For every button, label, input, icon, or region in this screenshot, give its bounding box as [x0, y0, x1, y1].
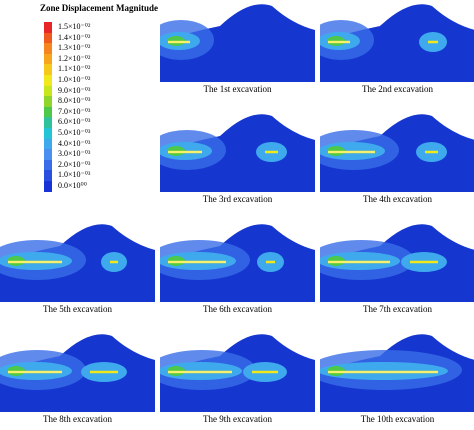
panel-caption: The 8th excavation [43, 414, 112, 424]
legend-label: 1.5×10⁻⁰² [58, 22, 91, 31]
simulation-panel [320, 334, 474, 412]
color-swatch [44, 128, 52, 139]
color-swatch [44, 138, 52, 150]
simulation-panel [320, 224, 474, 302]
simulation-panel [160, 114, 315, 192]
simulation-panel [0, 224, 155, 302]
simulation-panel [0, 334, 155, 412]
legend-label: 7.0×10⁻⁰³ [58, 106, 91, 116]
color-swatch [44, 64, 52, 76]
color-swatch [44, 22, 52, 33]
simulation-panel [160, 224, 315, 302]
panel-caption: The 9th excavation [203, 414, 272, 424]
legend-label: 1.3×10⁻⁰² [58, 43, 91, 53]
legend-label: 8.0×10⁻⁰³ [58, 96, 91, 106]
color-swatch [44, 43, 52, 55]
legend-label: 6.0×10⁻⁰³ [58, 117, 91, 127]
legend-label: 2.0×10⁻⁰³ [58, 159, 91, 169]
simulation-panel [320, 114, 474, 192]
panel-caption: The 1st excavation [203, 84, 272, 94]
panel-caption: The 5th excavation [43, 304, 112, 314]
color-swatch [44, 106, 52, 118]
panel-caption: The 3rd excavation [202, 194, 273, 204]
color-swatch [44, 181, 52, 192]
simulation-panel [160, 4, 315, 82]
panel-caption: The 2nd excavation [362, 84, 433, 94]
color-swatch [44, 149, 52, 161]
color-swatch [44, 96, 52, 108]
legend-label: 9.0×10⁻⁰³ [58, 85, 91, 95]
legend-label: 1.1×10⁻⁰² [58, 64, 91, 74]
panel-caption: The 10th excavation [360, 414, 435, 424]
panel-caption: The 6th excavation [203, 304, 272, 314]
color-swatch [44, 53, 52, 65]
ground [160, 114, 315, 192]
panel-caption: The 7th excavation [363, 304, 432, 314]
simulation-panel [160, 334, 315, 412]
legend: Zone Displacement Magnitude 1.5×10⁻⁰² 1.4… [40, 0, 170, 195]
legend-label: 0.0×10⁰⁰ [58, 181, 87, 190]
legend-label: 1.4×10⁻⁰² [58, 32, 91, 42]
ground [320, 4, 474, 82]
color-swatch [44, 170, 52, 182]
panel-caption: The 4th excavation [363, 194, 432, 204]
legend-title: Zone Displacement Magnitude [40, 3, 158, 13]
color-swatch [44, 32, 52, 44]
legend-label: 1.0×10⁻⁰³ [58, 170, 91, 180]
ground [160, 4, 315, 82]
color-swatch [44, 159, 52, 171]
simulation-panel [320, 4, 474, 82]
legend-label: 1.2×10⁻⁰² [58, 53, 91, 63]
legend-label: 1.0×10⁻⁰² [58, 75, 91, 84]
color-swatch [44, 75, 52, 86]
legend-label: 4.0×10⁻⁰³ [58, 138, 91, 148]
color-swatch [44, 117, 52, 129]
color-swatch [44, 85, 52, 97]
legend-label: 5.0×10⁻⁰³ [58, 128, 91, 137]
legend-label: 3.0×10⁻⁰³ [58, 149, 91, 159]
